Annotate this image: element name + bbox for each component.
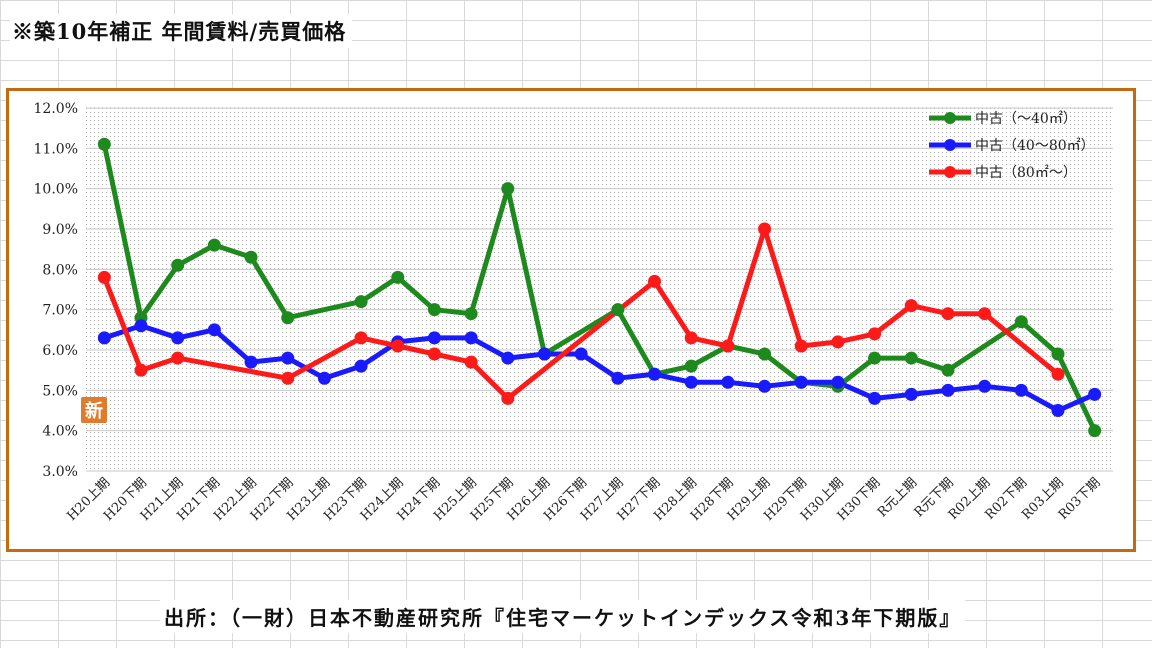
legend-label: 中古（80㎡～） — [975, 165, 1077, 181]
legend-marker — [944, 166, 956, 178]
data-point — [354, 331, 368, 345]
page-title: ※築10年補正 年間賃料/売買価格 — [10, 14, 353, 48]
data-point — [537, 347, 551, 361]
legend-marker — [944, 112, 956, 124]
y-tick-label: 6.0% — [42, 343, 78, 359]
data-point — [391, 339, 405, 353]
data-point — [427, 331, 441, 345]
data-point — [501, 351, 515, 365]
data-point — [244, 250, 258, 264]
data-point — [501, 182, 515, 196]
data-point — [611, 371, 625, 385]
y-tick-label: 12.0% — [34, 101, 78, 117]
data-point — [354, 295, 368, 309]
new-badge: 新 — [81, 397, 107, 423]
data-point — [831, 335, 845, 349]
y-tick-label: 5.0% — [42, 383, 78, 399]
y-tick-label: 7.0% — [42, 303, 78, 319]
data-point — [758, 347, 772, 361]
data-point — [427, 303, 441, 317]
y-tick-label: 3.0% — [42, 464, 78, 480]
data-point — [941, 363, 955, 377]
y-tick-label: 4.0% — [42, 424, 78, 440]
data-point — [904, 351, 918, 365]
data-point — [684, 359, 698, 373]
data-point — [1014, 383, 1028, 397]
data-point — [1088, 424, 1102, 438]
data-point — [317, 371, 331, 385]
data-point — [684, 375, 698, 389]
data-point — [464, 307, 478, 321]
series-line — [101, 226, 1060, 401]
y-tick-label: 8.0% — [42, 262, 78, 278]
data-point — [721, 375, 735, 389]
new-badge-box — [81, 397, 107, 423]
data-point — [758, 379, 772, 393]
data-point — [134, 363, 148, 377]
data-point — [904, 387, 918, 401]
x-tick-label: R元上期 — [875, 475, 920, 520]
data-point — [97, 270, 111, 284]
legend-label: 中古（～40㎡） — [975, 111, 1077, 127]
data-point — [171, 331, 185, 345]
data-point — [281, 311, 295, 325]
series-line — [103, 323, 1096, 413]
data-point — [1051, 367, 1065, 381]
data-point — [868, 391, 882, 405]
data-point — [794, 375, 808, 389]
data-point — [941, 383, 955, 397]
data-point — [427, 347, 441, 361]
data-point — [171, 258, 185, 272]
data-point — [1051, 404, 1065, 417]
data-point — [281, 371, 295, 385]
data-point — [1088, 387, 1102, 401]
x-axis-ticks: H20上期H20下期H21上期H21下期H22上期H22下期H23上期H23下期… — [64, 475, 1103, 524]
data-point — [978, 379, 992, 393]
source-note: 出所：（一財）日本不動産研究所『住宅マーケットインデックス令和3年下期版』 — [160, 600, 966, 633]
data-point — [574, 347, 588, 361]
data-point — [648, 367, 662, 381]
y-tick-label: 10.0% — [34, 182, 78, 198]
chart-frame: 3.0% 4.0% 5.0% 6.0% 7.0% 8.0% 9.0% 10.0% 11.0% 12… — [6, 88, 1136, 552]
legend: 中古（～40㎡） 中古（40～80㎡） 中古（80㎡～） — [929, 111, 1095, 181]
data-point — [758, 222, 772, 236]
data-point — [464, 331, 478, 345]
data-point — [941, 307, 955, 321]
data-point — [244, 355, 258, 369]
data-point — [1051, 347, 1065, 361]
data-point — [281, 351, 295, 365]
data-point — [978, 307, 992, 321]
data-point — [904, 299, 918, 313]
line-chart: 3.0% 4.0% 5.0% 6.0% 7.0% 8.0% 9.0% 10.0% 11.0% 12… — [34, 101, 1113, 524]
y-tick-label: 11.0% — [34, 141, 78, 157]
data-point — [391, 270, 405, 284]
data-point — [464, 355, 478, 369]
data-point — [207, 323, 221, 337]
data-point — [207, 238, 221, 252]
data-point — [868, 327, 882, 341]
data-point — [171, 351, 185, 365]
legend-label: 中古（40～80㎡） — [975, 138, 1095, 154]
series-lines — [97, 137, 1102, 438]
data-point — [794, 339, 808, 353]
data-point — [868, 351, 882, 365]
data-point — [684, 331, 698, 345]
data-point — [134, 319, 148, 333]
y-axis-ticks: 3.0% 4.0% 5.0% 6.0% 7.0% 8.0% 9.0% 10.0% 11.0% 12… — [34, 101, 78, 480]
data-point — [648, 274, 662, 288]
y-tick-label: 9.0% — [42, 222, 78, 238]
data-point — [97, 137, 111, 151]
data-point — [611, 303, 625, 317]
data-point — [354, 359, 368, 373]
plot-area-background — [86, 108, 1113, 471]
data-point — [1014, 315, 1028, 329]
legend-marker — [944, 139, 956, 151]
data-point — [97, 331, 111, 345]
new-badge-label: 新 — [85, 400, 103, 422]
data-point — [831, 375, 845, 389]
data-point — [721, 339, 735, 353]
data-point — [501, 391, 515, 405]
